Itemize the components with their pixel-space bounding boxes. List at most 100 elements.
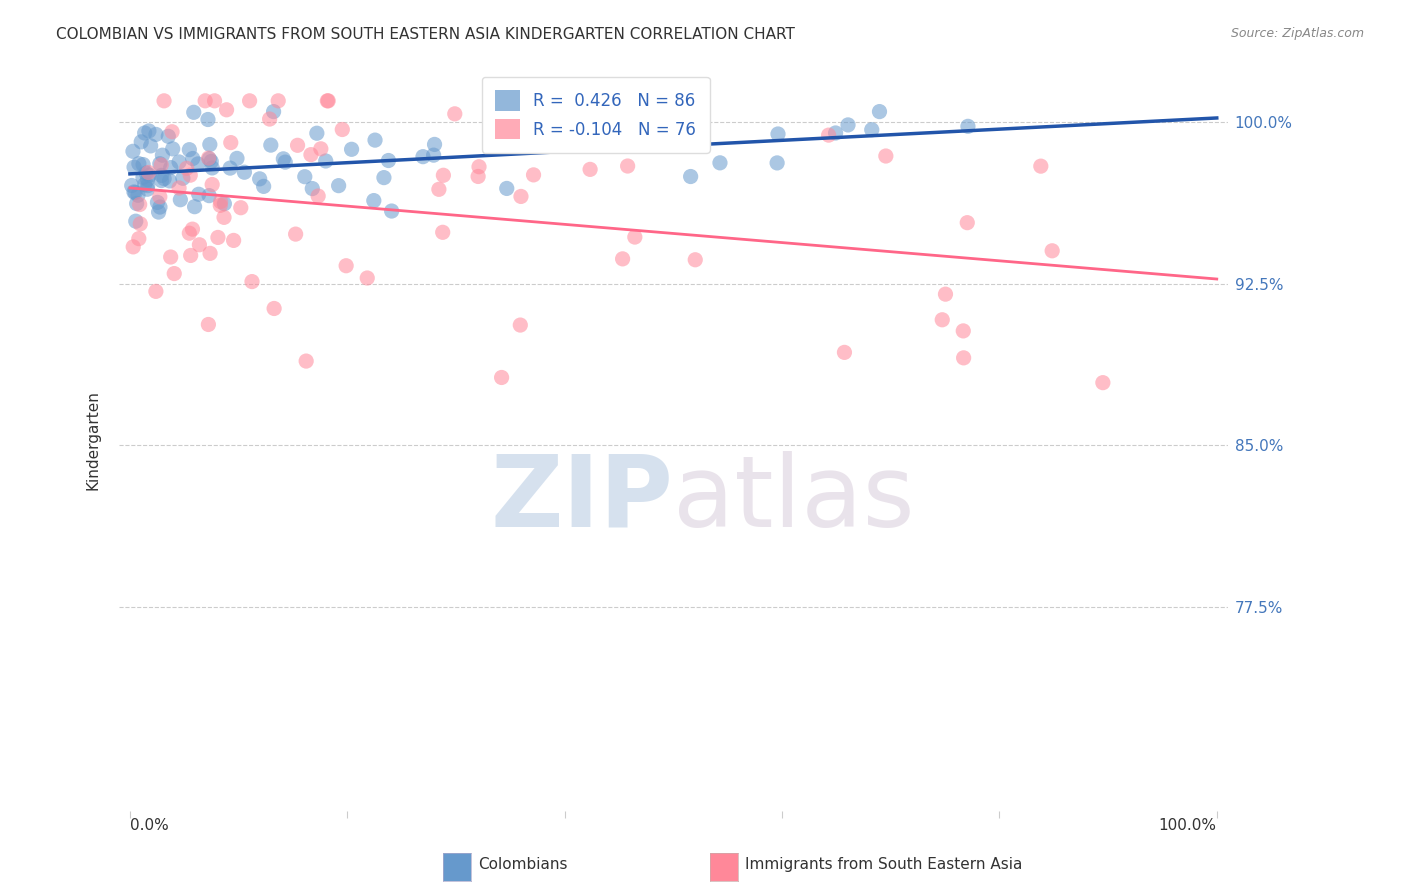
Point — [259, 112, 281, 126]
Point — [149, 157, 172, 171]
Point — [198, 137, 221, 152]
Point — [273, 152, 295, 166]
Point — [1091, 376, 1114, 390]
Point — [377, 153, 399, 168]
Point — [209, 198, 232, 212]
Point — [183, 200, 205, 214]
Point — [443, 107, 465, 121]
Point — [129, 217, 152, 231]
Point — [249, 171, 271, 186]
Point — [301, 181, 323, 195]
Point — [607, 125, 630, 139]
Point — [952, 351, 974, 365]
Point — [180, 248, 202, 262]
Point — [150, 158, 173, 172]
Point — [215, 103, 238, 117]
Point — [356, 271, 378, 285]
Point — [198, 188, 221, 202]
Point — [197, 151, 219, 165]
Point — [207, 230, 229, 244]
Point — [869, 104, 891, 119]
Point — [683, 252, 706, 267]
Text: 100.0%: 100.0% — [1159, 818, 1216, 833]
Point — [287, 138, 309, 153]
Point — [204, 94, 226, 108]
Point — [284, 227, 307, 241]
Point — [468, 160, 491, 174]
Point — [209, 194, 232, 209]
Point — [422, 148, 444, 162]
Point — [229, 201, 252, 215]
Point — [309, 142, 332, 156]
Point — [122, 160, 145, 174]
Point — [495, 181, 517, 195]
Point — [766, 127, 789, 141]
Point — [169, 193, 191, 207]
Point — [340, 142, 363, 156]
Point — [522, 168, 544, 182]
Point — [824, 126, 846, 140]
Point — [167, 155, 190, 169]
Point — [152, 148, 174, 162]
Text: COLOMBIAN VS IMMIGRANTS FROM SOUTH EASTERN ASIA KINDERGARTEN CORRELATION CHART: COLOMBIAN VS IMMIGRANTS FROM SOUTH EASTE… — [56, 27, 796, 42]
Point — [373, 170, 395, 185]
Point — [125, 196, 148, 211]
Point — [658, 128, 681, 142]
Point — [129, 135, 152, 149]
Point — [1029, 159, 1052, 173]
Point — [139, 139, 162, 153]
Point — [875, 149, 897, 163]
Text: Source: ZipAtlas.com: Source: ZipAtlas.com — [1230, 27, 1364, 40]
Point — [219, 161, 242, 175]
Point — [330, 122, 353, 136]
Point — [1040, 244, 1063, 258]
Text: Colombians: Colombians — [478, 857, 568, 872]
Point — [509, 318, 531, 332]
Point — [952, 324, 974, 338]
Point — [253, 179, 276, 194]
Point — [295, 354, 318, 368]
Point — [934, 287, 956, 301]
Point — [128, 197, 150, 211]
Point — [188, 237, 211, 252]
Point — [201, 161, 224, 175]
Point — [145, 285, 167, 299]
Point — [198, 246, 221, 260]
Point — [212, 211, 235, 225]
Point — [423, 137, 446, 152]
Point — [128, 232, 150, 246]
Point — [153, 171, 176, 186]
Point — [200, 154, 222, 169]
Point — [125, 214, 148, 228]
Point — [197, 112, 219, 127]
Point — [149, 190, 172, 204]
Text: Immigrants from South Eastern Asia: Immigrants from South Eastern Asia — [745, 857, 1022, 872]
Point — [181, 152, 204, 166]
Point — [198, 152, 221, 166]
Point — [187, 187, 209, 202]
Point — [307, 189, 329, 203]
Point — [837, 118, 859, 132]
Point — [641, 131, 664, 145]
Point — [638, 94, 661, 108]
Point — [299, 147, 322, 161]
Point — [222, 234, 245, 248]
Legend: R =  0.426   N = 86, R = -0.104   N = 76: R = 0.426 N = 86, R = -0.104 N = 76 — [482, 77, 710, 153]
Y-axis label: Kindergarten: Kindergarten — [86, 390, 100, 490]
Point — [201, 178, 224, 192]
Point — [135, 166, 157, 180]
Point — [364, 133, 387, 147]
Point — [136, 178, 159, 193]
Point — [328, 178, 350, 193]
Point — [510, 189, 533, 203]
Point — [612, 252, 634, 266]
Point — [267, 94, 290, 108]
Point — [172, 171, 194, 186]
Point — [315, 153, 337, 168]
Point — [181, 222, 204, 236]
Point — [931, 312, 953, 326]
Point — [491, 370, 513, 384]
Point — [240, 275, 263, 289]
Point — [150, 173, 173, 187]
Point — [956, 216, 979, 230]
